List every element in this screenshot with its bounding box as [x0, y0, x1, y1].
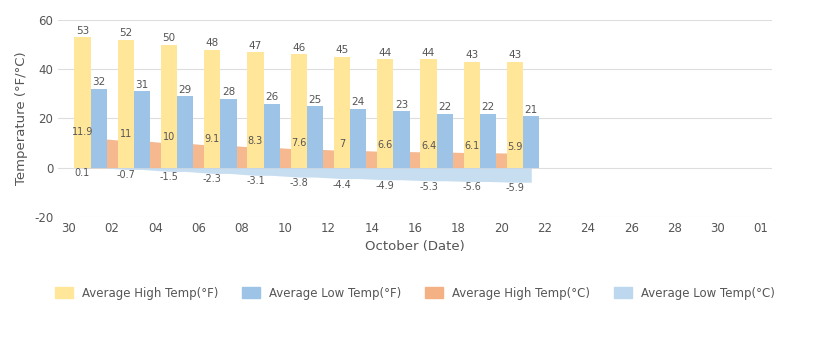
Text: 9.1: 9.1	[204, 134, 220, 144]
Bar	[290, 54, 307, 168]
Text: 48: 48	[206, 38, 219, 48]
Bar	[507, 62, 523, 168]
Text: 22: 22	[481, 102, 495, 112]
Text: 6.1: 6.1	[464, 142, 480, 151]
Text: -3.1: -3.1	[246, 176, 265, 186]
Text: 52: 52	[119, 28, 132, 38]
Text: 46: 46	[292, 43, 305, 53]
Text: 32: 32	[92, 77, 105, 88]
Text: -0.7: -0.7	[116, 171, 135, 180]
Text: 23: 23	[395, 100, 408, 110]
Text: -5.6: -5.6	[462, 182, 481, 193]
Text: 43: 43	[465, 50, 478, 60]
Bar	[90, 89, 107, 168]
Text: -4.9: -4.9	[376, 181, 394, 191]
Text: -5.9: -5.9	[505, 183, 525, 193]
Bar	[220, 99, 237, 168]
Text: 47: 47	[249, 41, 262, 51]
Text: 5.9: 5.9	[507, 142, 523, 152]
Bar	[334, 57, 350, 168]
Text: 43: 43	[509, 50, 522, 60]
Bar	[464, 62, 480, 168]
Text: -1.5: -1.5	[159, 172, 178, 182]
Text: 8.3: 8.3	[248, 136, 263, 146]
Text: 53: 53	[76, 26, 89, 36]
Text: 6.4: 6.4	[421, 141, 436, 151]
Text: -5.3: -5.3	[419, 182, 438, 192]
Text: 50: 50	[163, 33, 175, 43]
Text: -2.3: -2.3	[203, 174, 222, 184]
Bar	[134, 91, 150, 168]
Y-axis label: Temperature (°F/°C): Temperature (°F/°C)	[16, 52, 28, 185]
Text: 28: 28	[222, 87, 235, 97]
Text: 6.6: 6.6	[378, 140, 393, 150]
Bar	[177, 96, 193, 168]
Text: 29: 29	[178, 85, 192, 95]
Bar	[437, 114, 453, 168]
Text: 7.6: 7.6	[291, 138, 306, 148]
Text: 11.9: 11.9	[71, 127, 93, 137]
Text: 26: 26	[265, 92, 278, 102]
Text: 7: 7	[339, 139, 345, 149]
Text: -3.8: -3.8	[290, 178, 308, 188]
Text: 24: 24	[352, 97, 365, 107]
Bar	[393, 111, 409, 168]
Bar	[75, 37, 90, 168]
Bar	[307, 106, 323, 168]
Bar	[480, 114, 496, 168]
Text: 25: 25	[308, 95, 321, 105]
Bar	[161, 45, 177, 168]
Text: 22: 22	[438, 102, 452, 112]
Bar	[523, 116, 540, 168]
Bar	[350, 109, 366, 168]
Text: 0.1: 0.1	[75, 168, 90, 178]
Bar	[264, 104, 280, 168]
Text: 10: 10	[163, 132, 175, 142]
Bar	[118, 40, 134, 168]
Text: 31: 31	[135, 80, 149, 90]
Bar	[247, 52, 264, 168]
X-axis label: October (Date): October (Date)	[365, 240, 465, 253]
Text: 44: 44	[378, 48, 392, 58]
Text: 11: 11	[120, 129, 132, 139]
Legend: Average High Temp(°F), Average Low Temp(°F), Average High Temp(°C), Average Low : Average High Temp(°F), Average Low Temp(…	[51, 282, 779, 304]
Text: 44: 44	[422, 48, 435, 58]
Bar	[204, 50, 220, 168]
Bar	[421, 59, 437, 168]
Text: 45: 45	[335, 46, 349, 55]
Text: -4.4: -4.4	[333, 180, 351, 190]
Text: 21: 21	[525, 105, 538, 114]
Bar	[377, 59, 393, 168]
